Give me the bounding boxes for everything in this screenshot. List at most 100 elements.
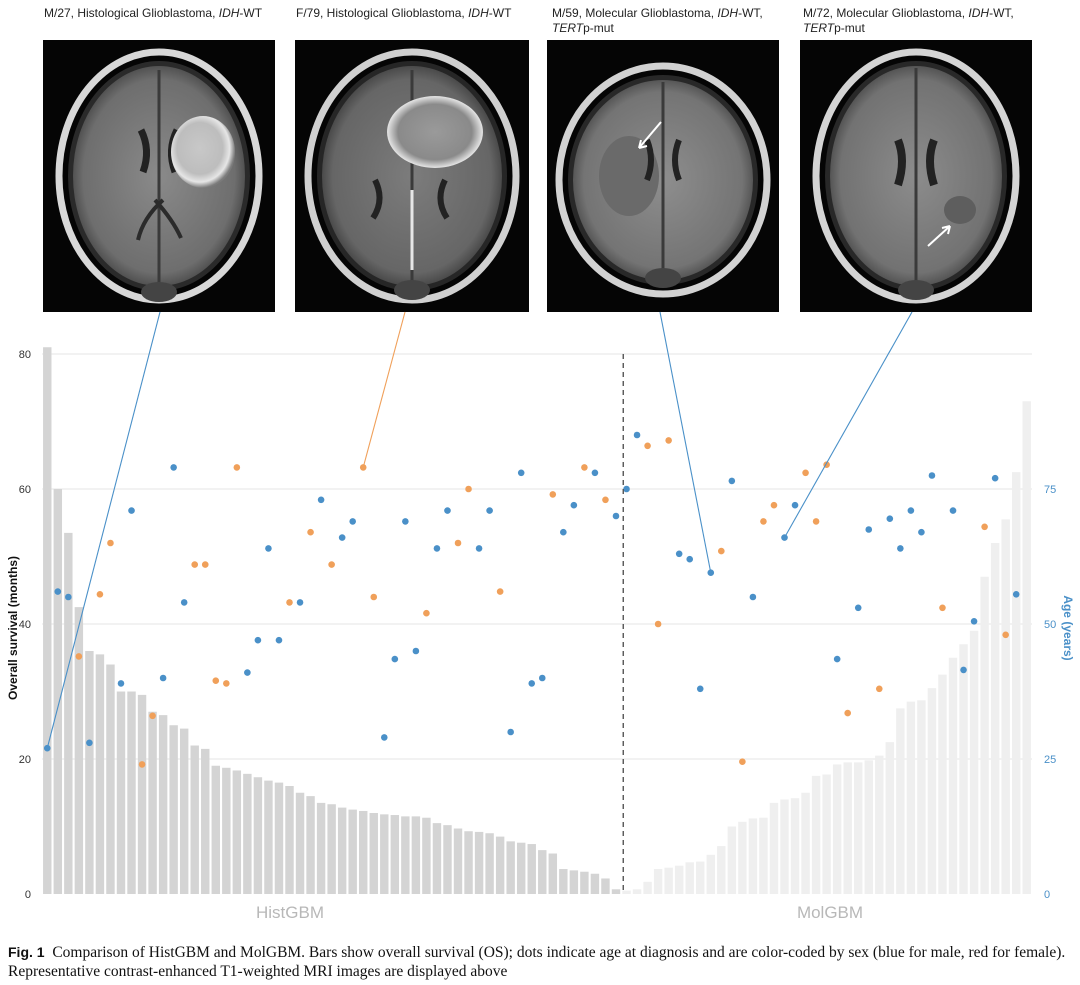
- panel-connector: [362, 311, 406, 468]
- age-dot-female: [370, 593, 378, 601]
- age-dot-female: [760, 518, 767, 525]
- age-dot-female: [454, 539, 462, 547]
- age-dot-male: [897, 545, 904, 552]
- age-dot-male: [623, 485, 630, 493]
- figure-number: Fig. 1: [8, 944, 45, 960]
- age-dot-male: [928, 472, 936, 479]
- group-label-mol: MolGBM: [797, 903, 863, 922]
- age-dot-female: [149, 712, 156, 720]
- hist-bar: [116, 691, 126, 894]
- age-dot-female: [802, 469, 809, 477]
- age-dot-female: [581, 464, 588, 471]
- age-dot-female: [286, 599, 293, 606]
- age-dot-female: [665, 437, 672, 444]
- age-dot-female: [1002, 631, 1009, 639]
- age-dot-female: [233, 464, 241, 471]
- age-dot-male: [949, 507, 957, 514]
- hist-bar: [179, 728, 189, 894]
- mol-bar: [811, 775, 821, 894]
- mol-bar: [622, 890, 631, 894]
- age-dot-male: [391, 655, 399, 663]
- hist-bar: [295, 792, 305, 894]
- panel-caption-1: M/27, Histological Glioblastoma, IDH-WT: [44, 6, 263, 20]
- y-tick-label: 60: [19, 484, 31, 496]
- hist-bar: [485, 833, 494, 894]
- age-dot-male: [612, 512, 620, 520]
- age-dot-female: [191, 561, 199, 568]
- panel-caption-3: M/59, Molecular Glioblastoma, IDH-WT, TER…: [552, 6, 763, 35]
- hist-bar: [411, 816, 421, 894]
- hist-bar: [53, 489, 63, 894]
- age-dot-male: [128, 507, 135, 514]
- mol-bar: [759, 817, 768, 894]
- age-dot-male: [275, 636, 283, 644]
- age-dot-female: [602, 496, 609, 504]
- age-dot-male: [686, 555, 694, 563]
- group-label-hist: HistGBM: [256, 903, 324, 922]
- hist-bar: [43, 347, 52, 894]
- age-dot-male: [517, 469, 525, 477]
- age-dot-male: [402, 518, 409, 525]
- age-dot-female: [201, 561, 209, 568]
- hist-bar: [306, 796, 315, 894]
- age-dot-male: [591, 469, 599, 477]
- age-dot-male: [265, 545, 272, 552]
- age-dot-female: [138, 761, 146, 768]
- figure-caption-text: Comparison of HistGBM and MolGBM. Bars s…: [8, 944, 1066, 980]
- age-dot-female: [75, 653, 83, 660]
- panel-connectors: [46, 311, 913, 749]
- age-dot-male: [86, 739, 93, 747]
- hist-bar: [559, 869, 568, 894]
- hist-bar: [264, 780, 273, 894]
- age-dot-male: [159, 674, 167, 682]
- mol-bar: [864, 760, 873, 894]
- age-dot-male: [296, 599, 304, 606]
- age-dot-male: [991, 474, 999, 482]
- hist-bar: [169, 725, 178, 894]
- age-dot-male: [180, 599, 188, 606]
- age-dot-male: [907, 507, 915, 514]
- hist-bar: [85, 651, 94, 894]
- age-dot-male: [317, 496, 325, 504]
- grid-lines: [42, 353, 1032, 760]
- age-dot-male: [886, 515, 894, 522]
- age-dot-female: [939, 604, 946, 612]
- mol-bar: [959, 644, 968, 894]
- age-dot-male: [918, 528, 925, 536]
- age-dot-female: [307, 528, 314, 536]
- hist-bar: [443, 825, 452, 894]
- mol-bar: [854, 762, 863, 894]
- panel-connector: [784, 311, 913, 538]
- hist-bar: [316, 802, 326, 894]
- age-dot-male: [117, 680, 125, 687]
- mol-bar: [664, 867, 673, 894]
- mol-bar: [822, 774, 831, 894]
- y2-tick-label: 25: [1044, 754, 1056, 766]
- y-tick-label: 40: [19, 619, 31, 631]
- age-dot-male: [444, 507, 451, 514]
- hist-bar: [274, 782, 284, 894]
- age-dot-female: [549, 491, 557, 498]
- hist-bar: [590, 873, 600, 894]
- age-dot-male: [54, 588, 62, 595]
- mol-bar: [1022, 401, 1031, 894]
- mol-bar: [717, 846, 726, 894]
- hist-bar: [601, 878, 610, 894]
- hist-bar: [474, 831, 484, 894]
- mol-bar: [801, 792, 810, 894]
- y2-axis-label: Age (years): [1061, 595, 1075, 660]
- age-dot-male: [865, 526, 873, 533]
- mol-bar: [674, 865, 684, 894]
- mol-bar: [706, 854, 715, 894]
- hist-bar: [580, 871, 589, 894]
- age-dot-male: [960, 666, 967, 674]
- hist-bar: [359, 810, 368, 894]
- mol-bar: [685, 862, 694, 894]
- y-tick-label: 20: [19, 754, 31, 766]
- age-dot-male: [696, 685, 704, 693]
- mol-bar: [1001, 519, 1010, 894]
- hist-bar: [74, 607, 84, 894]
- hist-bar: [158, 715, 168, 894]
- hist-bar: [432, 823, 442, 894]
- age-dot-male: [570, 501, 578, 509]
